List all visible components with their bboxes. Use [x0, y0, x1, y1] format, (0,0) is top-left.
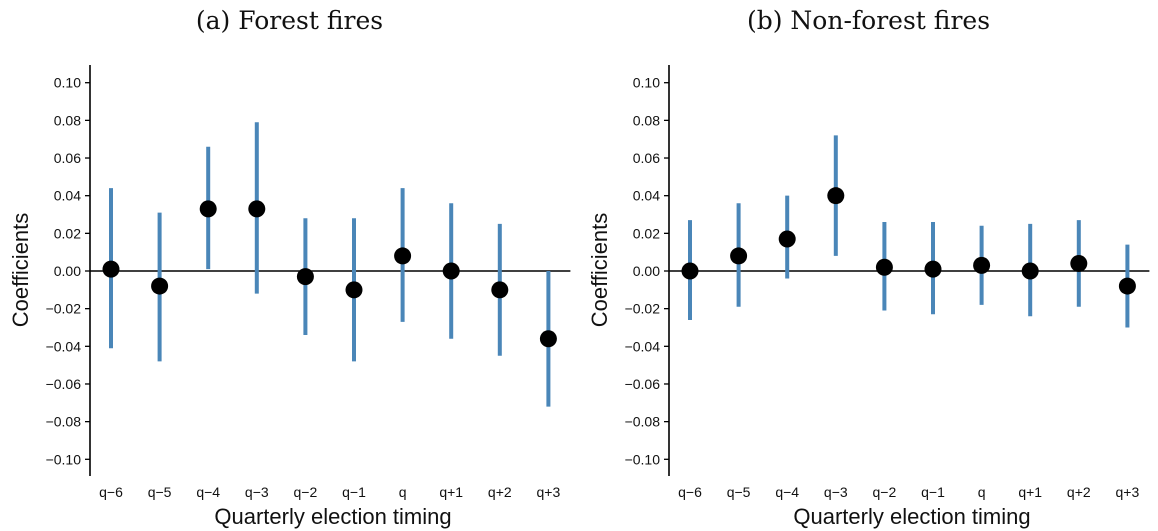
y-tick-label: −0.02: [625, 301, 661, 317]
point-estimate: [924, 260, 942, 278]
point-estimate: [102, 260, 120, 278]
y-axis-label: Coefficients: [8, 213, 33, 328]
y-tick-label: −0.04: [46, 338, 82, 354]
point-estimate: [151, 277, 169, 295]
y-tick-label: −0.02: [46, 301, 82, 317]
y-tick-label: 0.02: [633, 225, 660, 241]
y-tick-label: −0.08: [46, 414, 82, 430]
panel-forest-fires: (a) Forest fires 0.10 0.08 0.06 0.04 0.02 0.0…: [8, 6, 571, 529]
x-tick-label: q−1: [342, 484, 366, 500]
y-tick-label: 0.00: [633, 263, 660, 279]
y-tick-label: −0.10: [46, 451, 82, 467]
y-tick-label: 0.06: [633, 150, 660, 166]
point-estimate: [1118, 277, 1136, 295]
point-estimate: [1021, 262, 1039, 280]
point-estimate: [973, 256, 991, 274]
point-estimate: [248, 200, 266, 218]
x-tick-label: q+2: [1067, 484, 1091, 500]
x-tick-label: q−3: [824, 484, 848, 500]
point-estimate: [491, 281, 509, 299]
x-axis-label: Quarterly election timing: [214, 504, 451, 529]
point-estimate: [199, 200, 217, 218]
y-tick-label: 0.08: [633, 112, 660, 128]
y-tick-label: −0.04: [625, 338, 661, 354]
y-tick-label: −0.06: [46, 376, 82, 392]
x-tick-label: q+1: [439, 484, 463, 500]
x-tick-label: q−5: [148, 484, 172, 500]
x-tick-label: q−6: [678, 484, 702, 500]
point-estimate: [875, 258, 893, 276]
x-axis-label: Quarterly election timing: [793, 504, 1030, 529]
y-tick-label: −0.10: [625, 451, 661, 467]
x-tick-label: q−1: [921, 484, 945, 500]
x-tick-label: q−2: [294, 484, 318, 500]
chart-non-forest-fires: 0.10 0.08 0.06 0.04 0.02 0.00 −0.02 −0.04 −0.06 −…: [587, 65, 1150, 529]
x-tick-label: q−2: [873, 484, 897, 500]
y-tick-label: 0.08: [54, 112, 81, 128]
x-tick-label: q−3: [245, 484, 269, 500]
y-tick-label: 0.00: [54, 263, 81, 279]
chart-forest-fires: 0.10 0.08 0.06 0.04 0.02 0.00 −0.02 −0.04 −0.06 −…: [8, 65, 571, 529]
x-tick-label: q+3: [1116, 484, 1140, 500]
y-tick-label: 0.10: [54, 75, 81, 91]
point-estimate: [296, 268, 314, 286]
x-tick-label: q+2: [488, 484, 512, 500]
point-estimate: [730, 247, 748, 265]
point-estimate: [681, 262, 699, 280]
panel-non-forest-fires: (b) Non-forest fires 0.10 0.08 0.06 0.04 0.0…: [579, 0, 1158, 531]
chart-title: (b) Non-forest fires: [746, 6, 991, 35]
y-tick-label: −0.06: [625, 376, 661, 392]
point-estimate: [394, 247, 412, 265]
y-tick-label: 0.10: [633, 75, 660, 91]
x-tick-label: q−6: [99, 484, 123, 500]
x-tick-label: q: [978, 484, 986, 500]
y-tick-label: 0.04: [54, 188, 81, 204]
y-axis-label: Coefficients: [587, 213, 612, 328]
point-estimate: [539, 330, 557, 348]
point-estimate: [827, 187, 845, 205]
point-estimate: [778, 230, 796, 248]
x-tick-label: q−4: [196, 484, 220, 500]
x-tick-label: q+3: [537, 484, 561, 500]
chart-title: (a) Forest fires: [195, 6, 384, 35]
point-estimate: [345, 281, 363, 299]
y-tick-label: 0.06: [54, 150, 81, 166]
y-tick-label: 0.04: [633, 188, 660, 204]
x-tick-label: q−5: [727, 484, 751, 500]
point-estimate: [442, 262, 460, 280]
point-estimate: [1070, 254, 1088, 272]
y-tick-label: 0.02: [54, 225, 81, 241]
x-tick-label: q: [399, 484, 407, 500]
x-tick-label: q−4: [775, 484, 799, 500]
x-tick-label: q+1: [1018, 484, 1042, 500]
y-tick-label: −0.08: [625, 414, 661, 430]
